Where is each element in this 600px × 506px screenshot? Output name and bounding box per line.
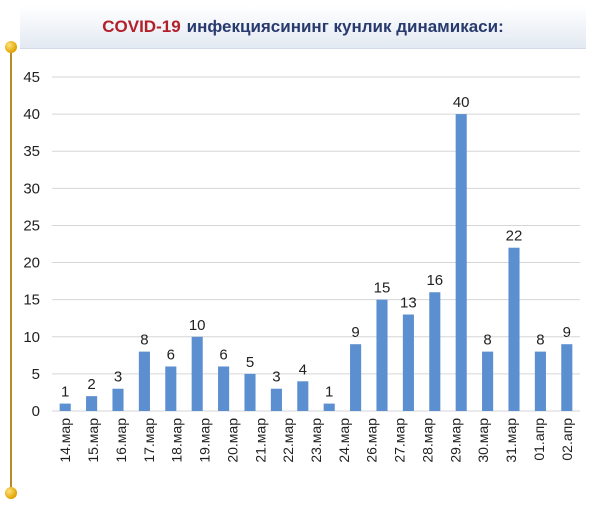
bar <box>429 292 441 411</box>
data-label: 3 <box>272 369 280 386</box>
y-tick-label: 30 <box>23 180 40 197</box>
data-label: 10 <box>189 317 206 334</box>
data-label: 3 <box>114 369 122 386</box>
bar <box>350 344 362 411</box>
x-tick-label: 17.мар <box>141 418 157 463</box>
y-tick-label: 20 <box>23 255 40 272</box>
bar <box>59 403 71 411</box>
bar <box>534 351 546 411</box>
data-label: 1 <box>325 384 333 401</box>
x-tick-label: 18.мар <box>169 418 185 463</box>
x-tick-label: 22.мар <box>280 418 296 463</box>
data-label: 40 <box>453 94 470 111</box>
x-tick-label: 20.мар <box>224 418 240 463</box>
bar <box>191 336 203 411</box>
y-tick-label: 0 <box>32 403 40 420</box>
x-tick-label: 28.мар <box>419 418 435 463</box>
y-tick-label: 5 <box>32 366 40 383</box>
bar <box>455 114 467 411</box>
bar <box>376 299 388 411</box>
x-tick-label: 14.мар <box>57 418 73 463</box>
y-tick-label: 25 <box>23 217 40 234</box>
bar <box>112 388 124 411</box>
bar <box>270 388 282 411</box>
x-tick-label: 16.мар <box>113 418 129 463</box>
data-label: 6 <box>219 346 227 363</box>
bar <box>402 314 414 411</box>
y-tick-label: 45 <box>23 69 40 86</box>
data-label: 4 <box>299 361 307 378</box>
data-label: 8 <box>140 332 148 349</box>
y-tick-label: 15 <box>23 292 40 309</box>
x-tick-label: 01.апр <box>531 418 547 461</box>
x-tick-label: 31.мар <box>503 418 519 463</box>
x-tick-label: 26.мар <box>364 418 380 463</box>
data-label: 1 <box>61 384 69 401</box>
chart-title-part1: COVID-19 <box>102 17 181 36</box>
y-tick-label: 40 <box>23 106 40 123</box>
x-tick-label: 30.мар <box>475 418 491 463</box>
bar <box>482 351 494 411</box>
x-tick-label: 23.мар <box>308 418 324 463</box>
bar <box>218 366 230 411</box>
x-tick-label: 21.мар <box>252 418 268 463</box>
data-label: 13 <box>400 295 417 312</box>
chart-title-part2: инфекциясининг кунлик динамикаси: <box>186 17 504 36</box>
rail-bottom-knob <box>5 487 17 499</box>
data-label: 8 <box>483 332 491 349</box>
x-tick-label: 27.мар <box>392 418 408 463</box>
bar <box>138 351 150 411</box>
bar <box>297 381 309 411</box>
bar <box>165 366 177 411</box>
bar <box>244 373 256 411</box>
y-tick-label: 10 <box>23 329 40 346</box>
data-label: 9 <box>563 324 571 341</box>
data-label: 8 <box>536 332 544 349</box>
data-label: 6 <box>167 346 175 363</box>
rail-top-knob <box>5 41 17 53</box>
data-label: 9 <box>351 324 359 341</box>
chart-title: COVID-19 инфекциясининг кунлик динамикас… <box>20 6 586 49</box>
data-label: 16 <box>426 272 443 289</box>
bar <box>86 396 98 411</box>
bar <box>561 344 573 411</box>
bar <box>323 403 335 411</box>
x-tick-label: 19.мар <box>197 418 213 463</box>
x-tick-label: 15.мар <box>85 418 101 463</box>
data-label: 2 <box>87 376 95 393</box>
x-tick-label: 24.мар <box>336 418 352 463</box>
data-label: 5 <box>246 354 254 371</box>
x-tick-label: 29.мар <box>447 418 463 463</box>
data-label: 15 <box>374 280 391 297</box>
data-label: 22 <box>506 228 523 245</box>
x-tick-label: 02.апр <box>559 418 575 461</box>
vertical-rail <box>10 46 12 494</box>
y-tick-label: 35 <box>23 143 40 160</box>
bar <box>508 247 520 411</box>
